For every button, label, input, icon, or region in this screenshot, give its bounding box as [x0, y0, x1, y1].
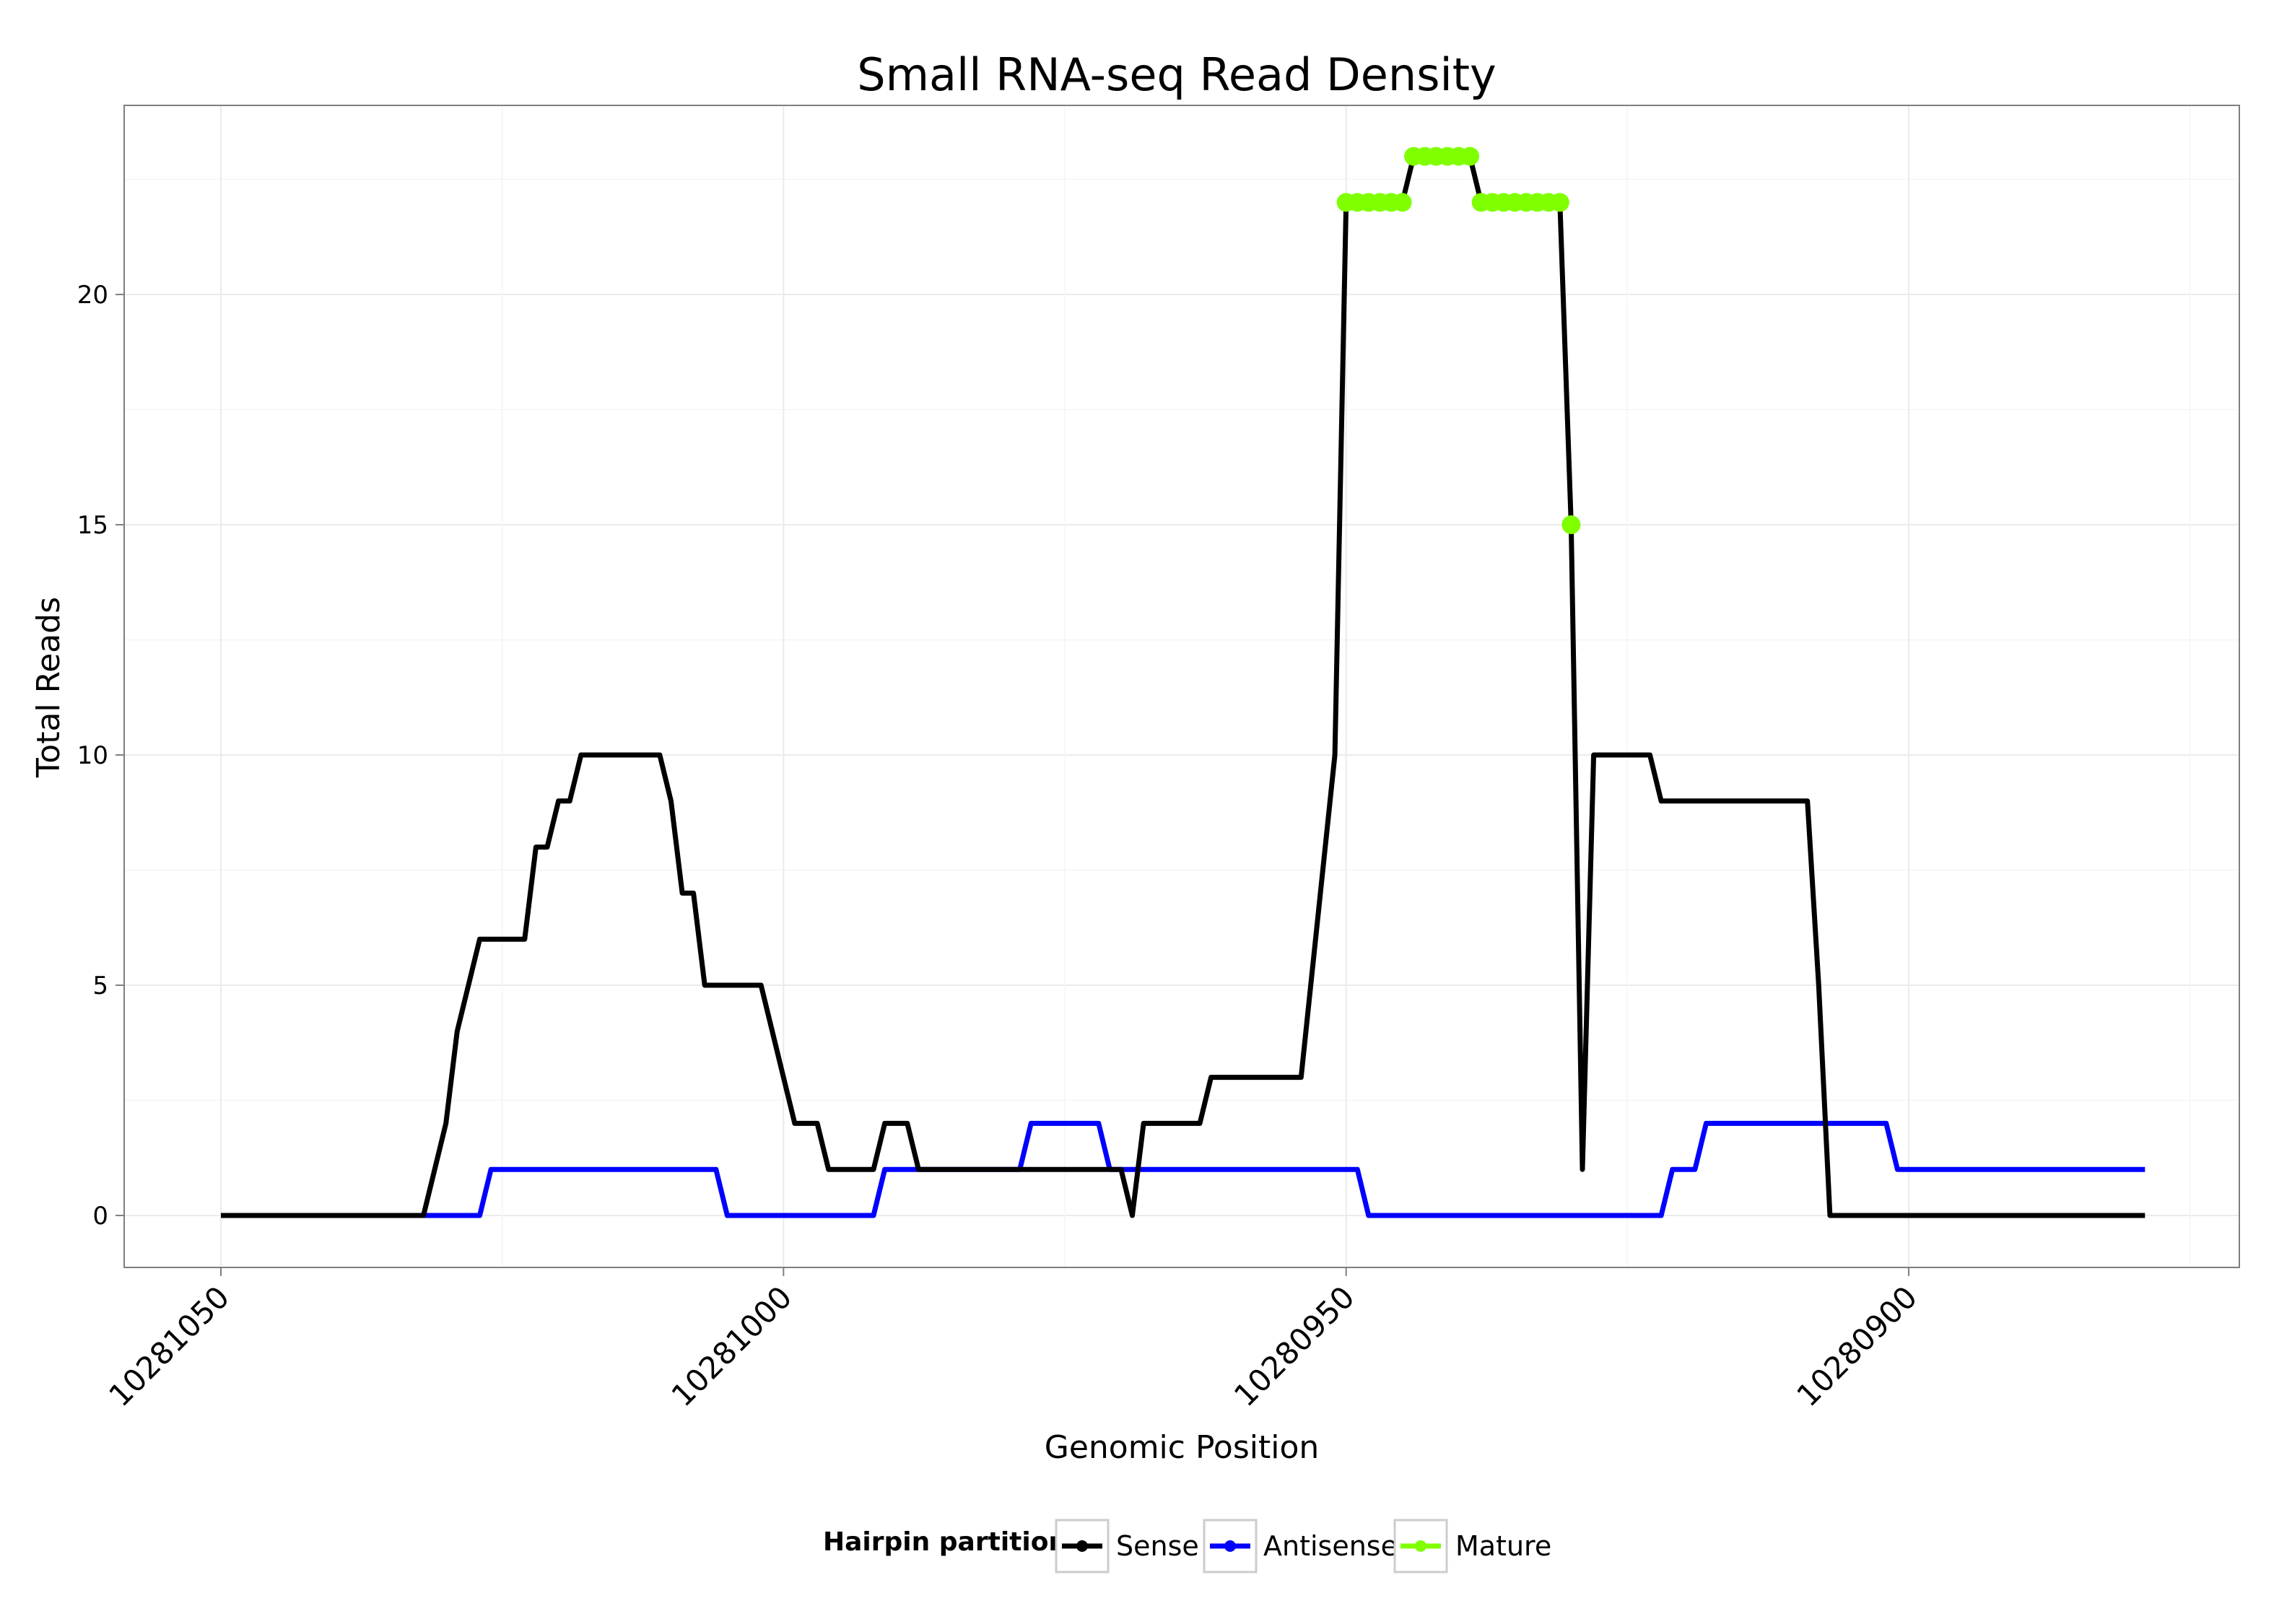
legend-item-mature: Mature [1393, 1519, 1551, 1573]
legend-label: Antisense [1263, 1530, 1398, 1562]
x-axis: 10281050 10281000 10280950 10280900 [102, 1267, 1924, 1413]
x-tick-label: 10280950 [1227, 1279, 1362, 1413]
y-tick-label: 15 [77, 511, 108, 540]
sense-line [221, 154, 2146, 1218]
chart-title: Small RNA-seq Read Density [857, 48, 1497, 101]
legend-label: Mature [1455, 1530, 1551, 1562]
grid-layer [124, 105, 2239, 1267]
plot-panel-border [123, 105, 2240, 1268]
x-axis-title: Genomic Position [1045, 1429, 1320, 1466]
x-tick-label: 10281000 [665, 1279, 799, 1413]
y-tick-label: 10 [77, 741, 108, 770]
legend: Hairpin partition Sense Antisense Mature [823, 1519, 1551, 1573]
legend-title: Hairpin partition [823, 1527, 1067, 1557]
legend-label: Sense [1116, 1530, 1199, 1562]
y-tick-label: 20 [77, 281, 108, 310]
mature-point [1460, 147, 1480, 166]
y-tick-label: 0 [92, 1202, 108, 1231]
x-tick-label: 10281050 [102, 1279, 236, 1413]
y-axis: 0 5 10 15 20 [77, 281, 124, 1231]
legend-key-point [1415, 1540, 1426, 1552]
legend-item-antisense: Antisense [1203, 1519, 1398, 1573]
series-layer [221, 147, 2146, 1218]
x-tick-label: 10280900 [1790, 1279, 1924, 1413]
y-axis-title: Total Reads [30, 597, 67, 778]
y-tick-label: 5 [92, 972, 108, 1000]
legend-key-point [1224, 1540, 1236, 1552]
mature-point [1561, 515, 1581, 534]
legend-item-sense: Sense [1055, 1519, 1199, 1573]
mature-point [1393, 193, 1412, 212]
antisense-line [221, 1120, 2146, 1218]
legend-key-point [1076, 1540, 1088, 1552]
mature-point [1550, 193, 1569, 212]
